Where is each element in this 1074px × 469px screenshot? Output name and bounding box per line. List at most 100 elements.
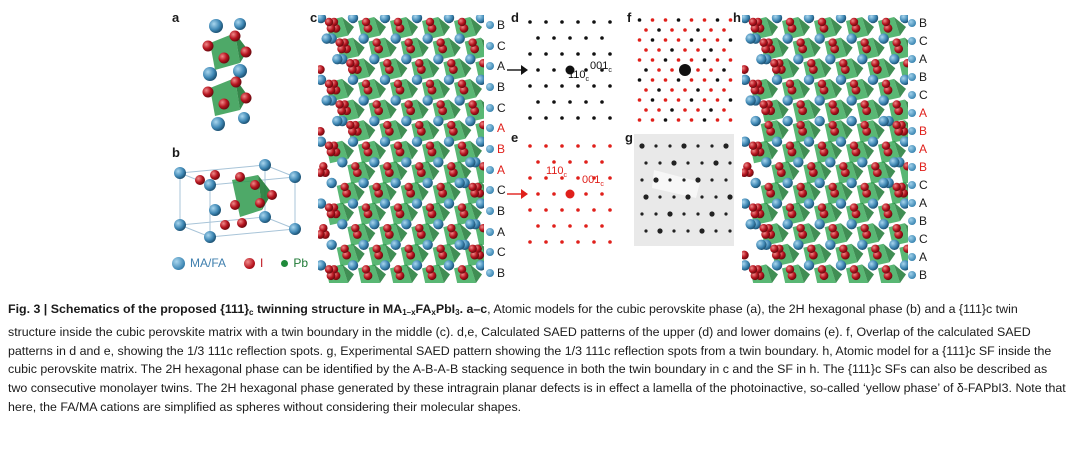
- legend-i-label: I: [260, 256, 264, 270]
- legend-mafa-label: MA/FA: [190, 256, 227, 270]
- stack-layer-letter: A: [497, 59, 506, 74]
- layer-ball-icon: [908, 55, 916, 63]
- mafa-swatch-icon: [172, 256, 185, 270]
- stack-layer-letter: C: [497, 245, 506, 260]
- panel-f-saed-overlap: [637, 18, 733, 122]
- layer-ball-icon: [486, 103, 494, 112]
- stack-layer-letter: A: [497, 162, 506, 177]
- stack-layer: B: [486, 142, 506, 156]
- stack-layer-letter: C: [919, 178, 928, 192]
- stack-layer: C: [908, 88, 928, 102]
- panel-c-twin-model: [318, 15, 484, 283]
- layer-ball-icon: [908, 235, 916, 243]
- stack-layer: A: [908, 196, 928, 210]
- layer-ball-icon: [908, 217, 916, 225]
- legend-mafa: MA/FA: [172, 256, 226, 270]
- stack-layer: B: [908, 214, 928, 228]
- stack-layer-letter: C: [919, 88, 928, 102]
- layer-ball-icon: [908, 145, 916, 153]
- layer-ball-icon: [486, 21, 494, 29]
- stack-layer: A: [908, 106, 928, 120]
- stack-layer-letter: B: [497, 141, 506, 156]
- layer-ball-icon: [908, 73, 916, 81]
- svg-text:001c: 001c: [582, 174, 604, 188]
- stack-layer: B: [486, 266, 506, 280]
- stack-layer: B: [908, 268, 928, 282]
- svg-text:110c: 110c: [546, 165, 568, 179]
- layer-ball-icon: [486, 227, 494, 236]
- e-label-110: 110: [546, 165, 564, 177]
- stack-layer-letter: B: [919, 214, 928, 228]
- panel-label-f: f: [627, 10, 632, 25]
- stack-layer-letter: B: [919, 124, 928, 138]
- layer-ball-icon: [908, 91, 916, 99]
- layer-ball-icon: [486, 82, 494, 91]
- stack-layer-letter: B: [919, 16, 928, 30]
- stack-layer-letter: A: [919, 250, 928, 264]
- arrow-black-icon: [507, 65, 528, 75]
- panel-g-experimental-saed: [634, 134, 734, 246]
- stack-layer: C: [486, 245, 506, 259]
- layer-ball-icon: [908, 19, 916, 27]
- stack-layer: A: [908, 52, 928, 66]
- stack-layer: B: [486, 80, 506, 94]
- d-label-001-sub: c: [608, 67, 612, 74]
- panel-b-hexagonal-model: [174, 159, 301, 243]
- stack-layer: B: [908, 124, 928, 138]
- layer-ball-icon: [486, 268, 494, 277]
- stack-layer: C: [908, 34, 928, 48]
- caption-fig-number: Fig. 3 |: [8, 302, 48, 316]
- stack-layer-letter: C: [497, 100, 506, 115]
- panel-d-saed-upper: 110c 001c: [528, 20, 612, 120]
- panel-a-cubic-model: [202, 18, 252, 131]
- legend-i: I: [244, 256, 263, 270]
- stack-layer-letter: B: [919, 268, 928, 282]
- panel-label-b: b: [172, 145, 180, 160]
- panel-label-g: g: [625, 130, 633, 145]
- layer-ball-icon: [486, 248, 494, 257]
- stack-layer: B: [486, 18, 506, 32]
- layer-ball-icon: [908, 271, 916, 279]
- caption-title: Schematics of the proposed {111}c twinni…: [50, 302, 488, 317]
- lead-swatch-icon: [281, 259, 289, 267]
- stack-layer-letter: B: [497, 18, 506, 32]
- arrow-red-icon: [507, 189, 528, 199]
- panel-label-d: d: [511, 10, 519, 25]
- panel-h-stacking-fault-model: [742, 15, 908, 283]
- panel-label-c: c: [310, 10, 318, 25]
- e-label-110-sub: c: [564, 172, 568, 179]
- layer-ball-icon: [486, 144, 494, 153]
- panel-label-a: a: [172, 10, 180, 25]
- layer-ball-icon: [486, 124, 494, 133]
- caption-body: , Atomic models for the cubic perovskite…: [8, 302, 1066, 414]
- legend-pb-label: Pb: [293, 256, 309, 270]
- stack-layer-letter: B: [497, 79, 506, 94]
- e-label-001-sub: c: [600, 181, 604, 188]
- stack-layer-letter: B: [497, 265, 506, 280]
- stack-layer: A: [908, 250, 928, 264]
- stack-layer-letter: A: [497, 121, 506, 136]
- layer-ball-icon: [486, 206, 494, 215]
- stack-layer-letter: A: [919, 106, 928, 120]
- stack-layer: B: [908, 160, 928, 174]
- stack-layer: B: [908, 70, 928, 84]
- figure-caption: Fig. 3 | Schematics of the proposed {111…: [8, 300, 1068, 417]
- layer-ball-icon: [908, 253, 916, 261]
- stack-layer-letter: B: [497, 203, 506, 218]
- stack-layer-letter: B: [919, 160, 928, 174]
- stack-layer: A: [486, 225, 506, 239]
- stack-layer-letter: A: [919, 196, 928, 210]
- layer-ball-icon: [908, 199, 916, 207]
- panel-label-e: e: [511, 130, 519, 145]
- layer-ball-icon: [486, 186, 494, 195]
- stack-layer: C: [486, 183, 506, 197]
- panel-e-saed-lower: 110c 001c: [528, 144, 612, 244]
- stack-layer: C: [486, 101, 506, 115]
- legend-pb: Pb: [281, 256, 308, 270]
- layer-ball-icon: [486, 62, 494, 71]
- stack-layer: B: [908, 16, 928, 30]
- e-label-001: 001: [582, 174, 600, 186]
- layer-ball-icon: [908, 37, 916, 45]
